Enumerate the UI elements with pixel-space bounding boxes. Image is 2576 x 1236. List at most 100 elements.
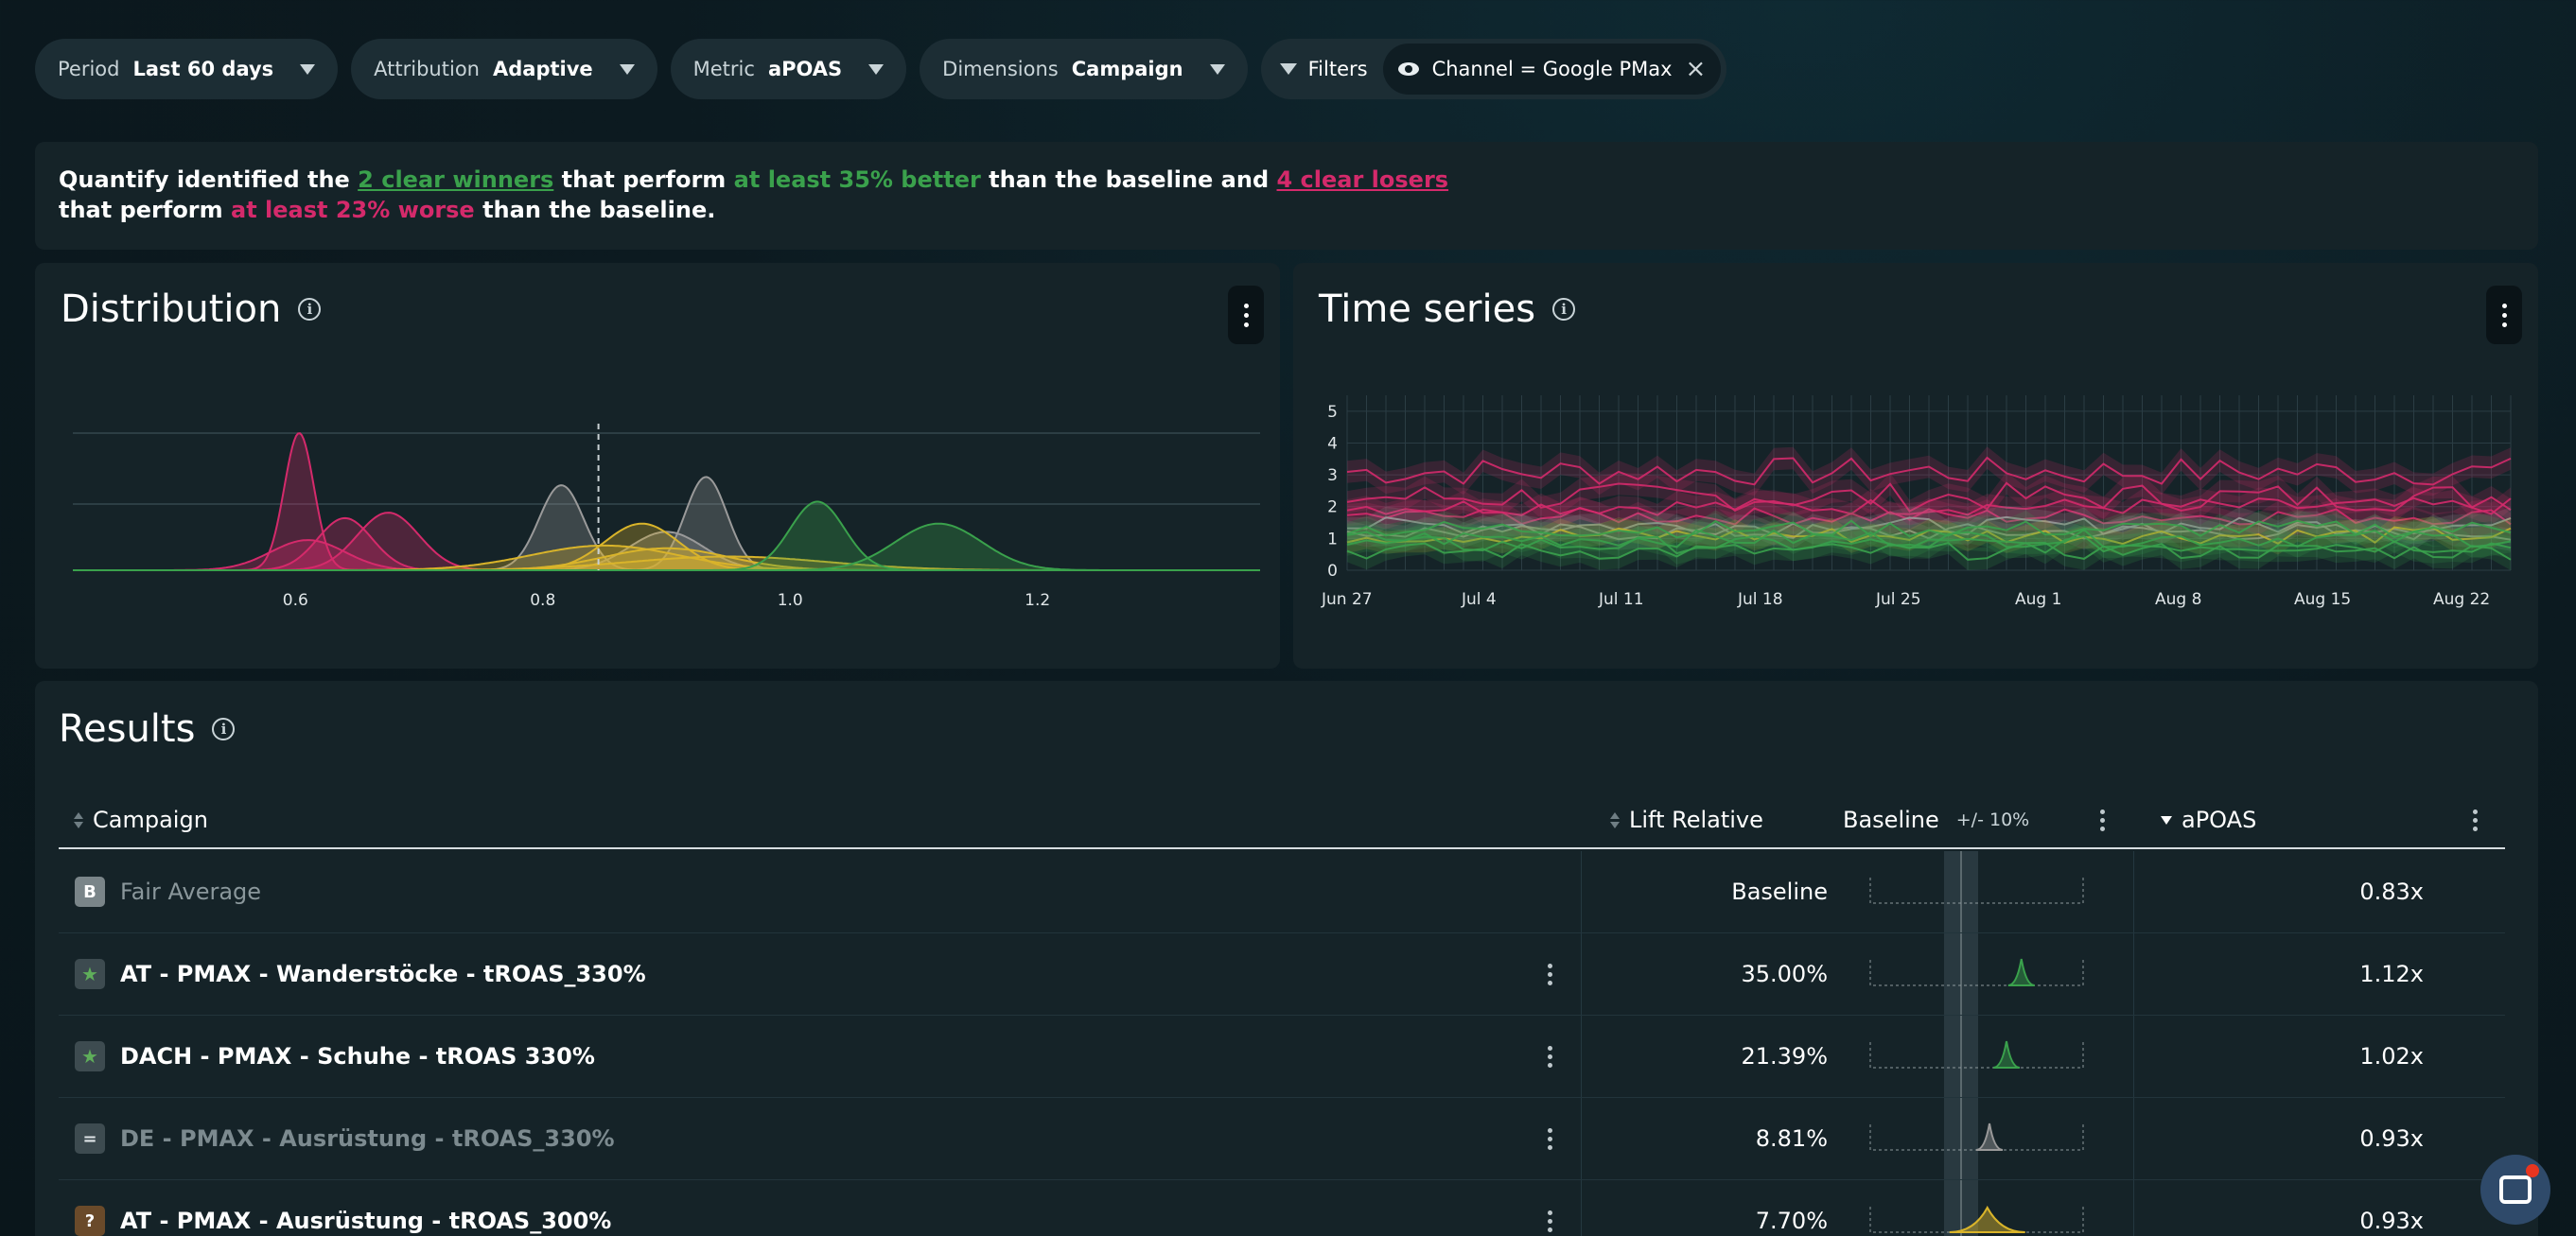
info-icon[interactable]: i bbox=[212, 718, 236, 740]
column-divider bbox=[2133, 851, 2134, 932]
series-line bbox=[1346, 496, 2512, 516]
baseline-sparkline bbox=[1869, 851, 2084, 932]
series-line bbox=[1346, 519, 2512, 539]
distribution-menu-button[interactable] bbox=[1228, 286, 1264, 344]
distribution-spark bbox=[2007, 958, 2035, 986]
metric-header-label: aPOAS bbox=[2182, 807, 2257, 833]
metric-column-header[interactable]: aPOAS bbox=[2161, 792, 2256, 847]
table-row[interactable]: = DE - PMAX - Ausrüstung - tROAS_330% 8.… bbox=[59, 1098, 2505, 1180]
sort-icon bbox=[1610, 811, 1620, 828]
info-icon[interactable]: i bbox=[298, 298, 322, 321]
column-divider bbox=[2133, 1016, 2134, 1097]
worse-text: at least 23% worse bbox=[231, 197, 475, 223]
x-tick-label: Jul 18 bbox=[1737, 590, 1783, 609]
timeseries-title: Time series i bbox=[1319, 287, 1576, 331]
losers-link[interactable]: 4 clear losers bbox=[1276, 166, 1449, 193]
campaign-column-header[interactable]: Campaign bbox=[74, 792, 208, 847]
distribution-title: Distribution i bbox=[61, 287, 322, 331]
dimensions-dropdown[interactable]: Dimensions Campaign bbox=[920, 39, 1248, 99]
sort-icon bbox=[74, 811, 83, 828]
summary-text: that perform bbox=[553, 166, 734, 193]
lift-cell: 7.70% bbox=[1755, 1208, 1828, 1234]
lift-cell: 21.39% bbox=[1741, 1043, 1828, 1070]
attribution-label: Attribution bbox=[374, 58, 480, 80]
summary-line-2: that perform at least 23% worse than the… bbox=[59, 195, 2515, 225]
metric-column-menu[interactable] bbox=[2473, 792, 2478, 847]
confidence-band bbox=[1347, 513, 2511, 551]
status-badge: B bbox=[75, 877, 105, 907]
period-label: Period bbox=[58, 58, 120, 80]
baseline-column-menu[interactable] bbox=[2100, 792, 2105, 847]
baseline-column-header[interactable]: Baseline +/- 10% bbox=[1843, 792, 2029, 847]
x-tick-label: Aug 1 bbox=[2015, 590, 2061, 609]
lift-column-header[interactable]: Lift Relative bbox=[1610, 792, 1763, 847]
results-title: Results i bbox=[59, 707, 236, 751]
baseline-header-label: Baseline bbox=[1843, 807, 1939, 833]
campaign-name[interactable]: DACH - PMAX - Schuhe - tROAS 330% bbox=[120, 1043, 595, 1070]
baseline-range-label: +/- 10% bbox=[1955, 809, 2030, 830]
x-tick-label: Aug 22 bbox=[2433, 590, 2490, 609]
campaign-cell: ★ AT - PMAX - Wanderstöcke - tROAS_330% bbox=[75, 933, 646, 1015]
campaign-name[interactable]: AT - PMAX - Wanderstöcke - tROAS_330% bbox=[120, 961, 646, 987]
column-divider bbox=[1581, 1180, 1582, 1236]
confidence-band bbox=[1347, 531, 2511, 570]
baseline-sparkline bbox=[1869, 1180, 2084, 1236]
table-row[interactable]: ? AT - PMAX - Ausrüstung - tROAS_300% 7.… bbox=[59, 1180, 2505, 1236]
more-vertical-icon bbox=[2100, 809, 2105, 831]
row-menu-button[interactable] bbox=[1548, 933, 1552, 1015]
campaign-cell: B Fair Average bbox=[75, 851, 261, 932]
distribution-chart: 0.6 0.8 1.0 1.2 bbox=[73, 424, 1260, 610]
attribution-value: Adaptive bbox=[492, 58, 593, 80]
table-row[interactable]: ★ AT - PMAX - Wanderstöcke - tROAS_330% … bbox=[59, 933, 2505, 1016]
y-tick-label: 4 bbox=[1327, 434, 1338, 453]
timeseries-menu-button[interactable] bbox=[2486, 286, 2522, 344]
series-line bbox=[1346, 456, 2512, 486]
winners-link[interactable]: 2 clear winners bbox=[358, 166, 554, 193]
summary-text: that perform bbox=[59, 197, 232, 223]
campaign-name[interactable]: AT - PMAX - Ausrüstung - tROAS_300% bbox=[120, 1208, 612, 1234]
dimensions-label: Dimensions bbox=[942, 58, 1059, 80]
timeseries-panel: Time series i 0 1 2 3 4 5 Jun 27 Jul 4 Jul 11 Jul… bbox=[1293, 263, 2538, 669]
sparkline-frame bbox=[1869, 878, 2084, 904]
filter-bar: Period Last 60 days Attribution Adaptive… bbox=[35, 39, 1727, 99]
table-row[interactable]: B Fair Average Baseline 0.83x bbox=[59, 851, 2505, 933]
column-divider bbox=[1581, 851, 1582, 932]
confidence-band bbox=[1347, 525, 2511, 565]
campaign-name[interactable]: DE - PMAX - Ausrüstung - tROAS_330% bbox=[120, 1125, 615, 1152]
metric-dropdown[interactable]: Metric aPOAS bbox=[670, 39, 907, 99]
y-tick-label: 2 bbox=[1327, 498, 1338, 517]
column-divider bbox=[2133, 933, 2134, 1015]
close-icon[interactable]: × bbox=[1685, 55, 1707, 83]
campaign-name[interactable]: Fair Average bbox=[120, 879, 262, 905]
chevron-down-icon bbox=[1209, 63, 1225, 75]
period-dropdown[interactable]: Period Last 60 days bbox=[35, 39, 339, 99]
table-row[interactable]: ★ DACH - PMAX - Schuhe - tROAS 330% 21.3… bbox=[59, 1016, 2505, 1098]
results-panel: Results i Campaign Lift Relative Baselin… bbox=[35, 681, 2538, 1236]
chat-launcher-button[interactable] bbox=[2480, 1155, 2550, 1225]
eye-icon[interactable] bbox=[1397, 62, 1419, 76]
summary-text: than the baseline and bbox=[980, 166, 1277, 193]
info-icon[interactable]: i bbox=[1552, 298, 1576, 321]
series-line bbox=[1346, 535, 2512, 555]
row-menu-button[interactable] bbox=[1548, 1098, 1552, 1179]
active-filter-text: Channel = Google PMax bbox=[1431, 58, 1673, 80]
row-menu-button[interactable] bbox=[1548, 1016, 1552, 1097]
distribution-spark bbox=[1992, 1040, 2021, 1069]
filters-group: Filters Channel = Google PMax × bbox=[1260, 39, 1727, 99]
x-tick-label: Jun 27 bbox=[1321, 590, 1373, 609]
y-tick-label: 5 bbox=[1327, 403, 1338, 422]
filters-button[interactable]: Filters bbox=[1279, 58, 1368, 80]
more-vertical-icon bbox=[1548, 1045, 1552, 1068]
more-vertical-icon bbox=[1548, 963, 1552, 985]
active-filter-chip[interactable]: Channel = Google PMax × bbox=[1382, 44, 1722, 95]
x-tick-label: 0.8 bbox=[530, 591, 555, 610]
distribution-spark bbox=[1949, 1205, 2025, 1233]
metric-value-cell: 1.12x bbox=[2359, 961, 2424, 987]
column-divider bbox=[2133, 1180, 2134, 1236]
attribution-dropdown[interactable]: Attribution Adaptive bbox=[351, 39, 657, 99]
status-badge: ★ bbox=[75, 959, 105, 989]
timeseries-chart: 0 1 2 3 4 5 Jun 27 Jul 4 Jul 11 Jul 18 Jul 25 Aug 1… bbox=[1321, 395, 2512, 609]
row-menu-button[interactable] bbox=[1548, 1180, 1552, 1236]
dimensions-value: Campaign bbox=[1071, 58, 1183, 80]
baseline-sparkline bbox=[1869, 1016, 2084, 1097]
